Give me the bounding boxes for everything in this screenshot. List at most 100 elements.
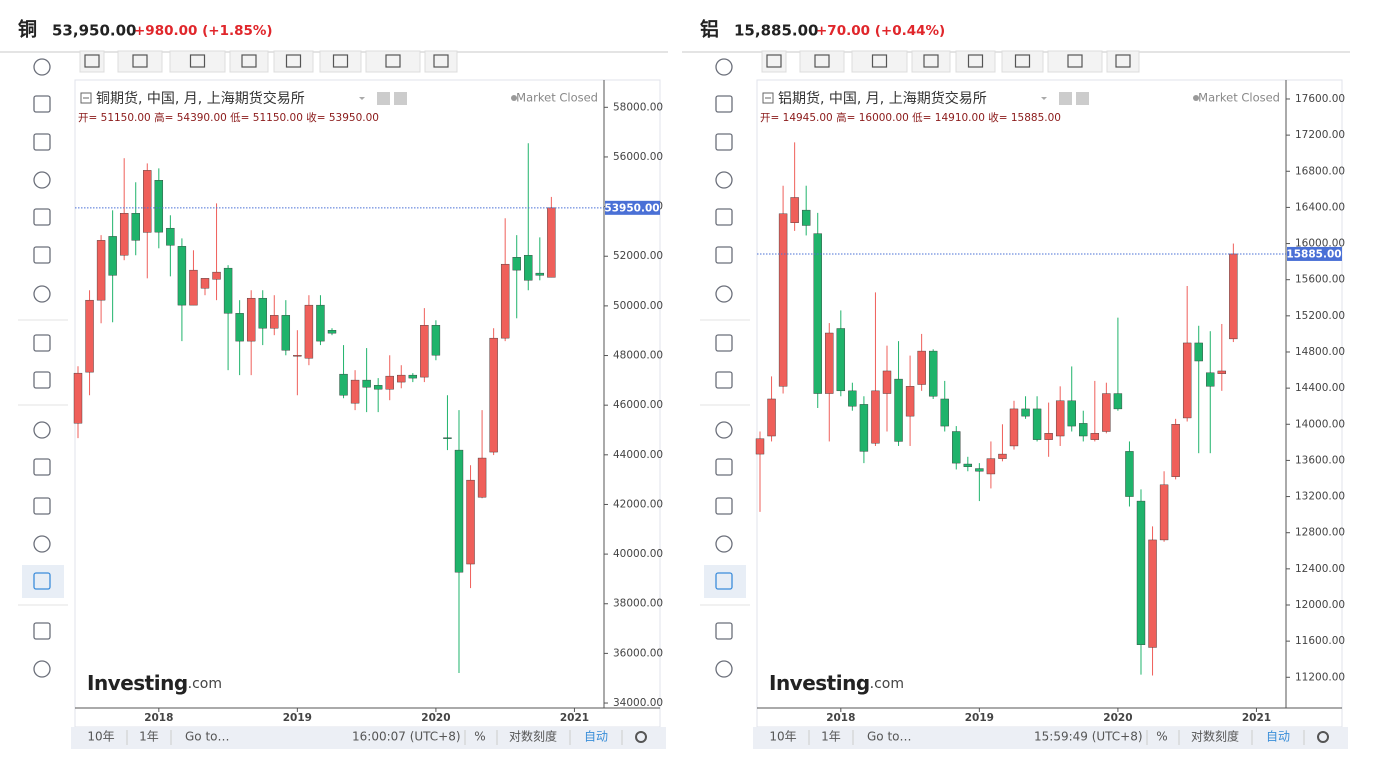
auto-toggle[interactable]: 自动 [584, 730, 608, 744]
percent-toggle[interactable]: % [474, 730, 485, 744]
candle-body [154, 180, 164, 233]
candle-body [1136, 500, 1146, 645]
tool-icon[interactable] [715, 246, 733, 264]
range-button[interactable]: 10年 [87, 730, 114, 744]
settings-gear[interactable] [635, 731, 647, 743]
tool-icon[interactable] [33, 334, 51, 352]
range-button[interactable]: 10年 [769, 730, 796, 744]
toolbar-button[interactable] [79, 50, 105, 73]
price: 15,885.00 [734, 22, 818, 40]
tool-icon[interactable] [715, 133, 733, 151]
y-tick-label: 50000.00 [613, 300, 663, 312]
tool-icon[interactable] [715, 58, 733, 76]
legend-settings[interactable] [377, 92, 390, 105]
candle-body [836, 328, 846, 392]
log-toggle[interactable]: 对数刻度 [1191, 729, 1239, 744]
auto-toggle[interactable]: 自动 [1266, 730, 1290, 744]
tool-icon[interactable] [715, 535, 733, 553]
tool-icon[interactable] [33, 660, 51, 678]
toolbar-button[interactable] [319, 50, 362, 73]
tool-icon[interactable] [33, 421, 51, 439]
range-button[interactable]: 1年 [821, 730, 841, 744]
tool-icon[interactable] [33, 572, 51, 590]
toolbar-button[interactable] [911, 50, 951, 73]
y-tick-label: 12400.00 [1295, 563, 1345, 575]
candle-body [223, 267, 233, 314]
x-tick-label: 2018 [144, 712, 173, 724]
tool-icon[interactable] [33, 535, 51, 553]
settings-gear[interactable] [1317, 731, 1329, 743]
candle-body [882, 370, 892, 394]
tool-icon[interactable] [715, 285, 733, 303]
legend-settings[interactable] [394, 92, 407, 105]
tool-icon[interactable] [33, 58, 51, 76]
legend-settings[interactable] [1059, 92, 1072, 105]
toolbar-button[interactable] [273, 50, 314, 73]
tool-icon[interactable] [33, 458, 51, 476]
tool-icon[interactable] [33, 246, 51, 264]
tool-icon[interactable] [33, 622, 51, 640]
candle-body [1055, 400, 1065, 437]
collapse-icon[interactable] [762, 92, 774, 104]
toolbar-button[interactable] [761, 50, 787, 73]
toolbar-icon [285, 54, 302, 68]
candle-body [443, 437, 452, 439]
tool-icon[interactable] [715, 371, 733, 389]
toolbar-button[interactable] [1047, 50, 1103, 73]
toolbar-button[interactable] [1001, 50, 1044, 73]
candle-body [108, 236, 117, 276]
candle-body [408, 374, 418, 379]
tool-icon[interactable] [715, 421, 733, 439]
tool-icon[interactable] [715, 622, 733, 640]
toolbar-icon [84, 54, 100, 68]
toolbar-button[interactable] [169, 50, 226, 73]
toolbar-button[interactable] [365, 50, 421, 73]
status-dot [1193, 95, 1199, 101]
tool-icon[interactable] [715, 334, 733, 352]
candle-body [848, 390, 857, 407]
candle-body [454, 449, 464, 573]
toolbar-button[interactable] [229, 50, 269, 73]
x-tick-label: 2020 [421, 712, 450, 724]
goto-button[interactable]: Go to… [867, 730, 912, 744]
tool-icon[interactable] [715, 497, 733, 515]
collapse-icon[interactable] [80, 92, 92, 104]
toolbar-button[interactable] [799, 50, 845, 73]
candle-body [477, 457, 487, 498]
tool-icon[interactable] [715, 95, 733, 113]
toolbar-icon [385, 54, 401, 68]
tool-icon[interactable] [33, 285, 51, 303]
tool-icon[interactable] [715, 572, 733, 590]
y-tick-label: 40000.00 [613, 548, 663, 560]
tool-icon[interactable] [33, 497, 51, 515]
tool-icon[interactable] [33, 171, 51, 189]
legend-settings[interactable] [1076, 92, 1089, 105]
tool-icon[interactable] [33, 95, 51, 113]
tool-icon[interactable] [33, 133, 51, 151]
log-toggle[interactable]: 对数刻度 [509, 729, 557, 744]
tool-icon[interactable] [715, 208, 733, 226]
tool-icon[interactable] [33, 371, 51, 389]
tool-icon[interactable] [715, 660, 733, 678]
candle-body [1206, 372, 1215, 387]
candle-body [143, 170, 152, 233]
watermark-brand: Investing [87, 671, 188, 695]
toolbar-button[interactable] [117, 50, 163, 73]
toolbar-button[interactable] [424, 50, 458, 73]
percent-toggle[interactable]: % [1156, 730, 1167, 744]
tool-icon[interactable] [715, 458, 733, 476]
goto-button[interactable]: Go to… [185, 730, 230, 744]
toolbar-button[interactable] [955, 50, 996, 73]
y-tick-label: 13600.00 [1295, 454, 1345, 466]
candle-body [859, 404, 869, 452]
tool-icon[interactable] [33, 208, 51, 226]
ohlc-values: 开= 14945.00 高= 16000.00 低= 14910.00 收= 1… [760, 111, 1061, 124]
toolbar-button[interactable] [851, 50, 908, 73]
x-tick-label: 2018 [826, 712, 855, 724]
candle-body [500, 263, 510, 339]
toolbar-button[interactable] [1106, 50, 1140, 73]
candle-body [905, 386, 915, 417]
tool-icon[interactable] [715, 171, 733, 189]
range-button[interactable]: 1年 [139, 730, 159, 744]
